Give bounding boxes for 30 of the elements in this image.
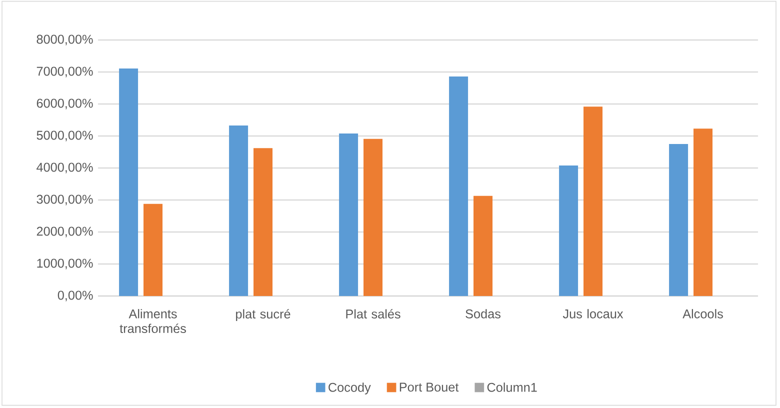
y-tick-label: 2000,00% <box>36 226 93 238</box>
bar <box>694 128 713 296</box>
bar <box>669 144 688 296</box>
y-tick-label: 4000,00% <box>36 162 93 174</box>
y-tick-label: 0,00% <box>58 290 93 302</box>
x-tick-label: Alcools <box>682 309 723 318</box>
bar <box>559 165 578 296</box>
x-tick-label: Jus locaux <box>562 309 624 318</box>
y-tick-label: 3000,00% <box>36 194 93 206</box>
y-tick-label: 5000,00% <box>36 130 93 142</box>
bar <box>254 148 273 296</box>
bar <box>474 196 493 296</box>
x-tick-label: Plat salés <box>346 309 400 319</box>
legend-label: Column1 <box>487 382 537 392</box>
y-tick-label: 1000,00% <box>37 258 93 270</box>
x-tick-label: Aliments transformés <box>120 309 186 334</box>
bar <box>339 133 358 296</box>
x-tick-label: plat sucré <box>236 309 290 322</box>
bar <box>449 76 468 296</box>
bar <box>364 138 383 296</box>
y-tick-label: 8000,00% <box>36 34 93 46</box>
x-tick-label: Sodas <box>466 309 500 318</box>
y-tick-label: 7000,00% <box>36 66 93 78</box>
y-tick-label: 6000,00% <box>36 98 93 110</box>
bar <box>119 68 138 296</box>
bar <box>229 125 248 296</box>
legend-label: Cocody <box>328 382 371 394</box>
bar <box>584 106 603 296</box>
legend-label: Port Bouet <box>400 382 459 392</box>
bar <box>144 204 163 296</box>
